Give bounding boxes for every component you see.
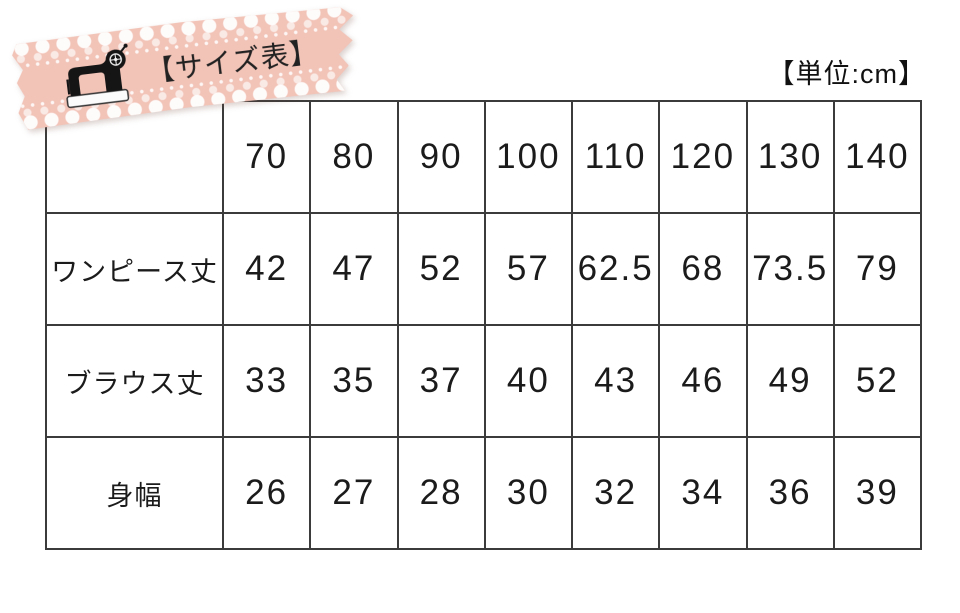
title-ribbon: 【サイズ表】 xyxy=(10,1,362,130)
size-value-cell: 28 xyxy=(396,436,486,550)
table-row-blouse-length: ブラウス丈 33 35 37 40 43 46 49 52 xyxy=(45,324,923,438)
size-value-cell: 40 xyxy=(483,324,574,438)
size-value-cell: 73.5 xyxy=(745,212,835,326)
size-value-cell: 79 xyxy=(832,212,923,326)
size-value-cell: 57 xyxy=(483,212,574,326)
size-column-header: 140 xyxy=(832,100,923,214)
size-column-header: 120 xyxy=(658,100,748,214)
table-header-row: 70 80 90 100 110 120 130 140 xyxy=(45,100,923,214)
size-value-cell: 43 xyxy=(570,324,661,438)
page-title: 【サイズ表】 xyxy=(144,35,321,88)
measure-row-label: ブラウス丈 xyxy=(45,324,224,438)
size-value-cell: 39 xyxy=(832,436,923,550)
size-value-cell: 34 xyxy=(658,436,748,550)
measure-row-label: ワンピース丈 xyxy=(45,212,224,326)
size-value-cell: 47 xyxy=(309,212,399,326)
size-value-cell: 49 xyxy=(745,324,835,438)
size-column-header: 70 xyxy=(221,100,312,214)
table-row-onepiece-length: ワンピース丈 42 47 52 57 62.5 68 73.5 79 xyxy=(45,212,923,326)
size-value-cell: 26 xyxy=(221,436,312,550)
size-value-cell: 42 xyxy=(221,212,312,326)
measure-row-label: 身幅 xyxy=(45,436,224,550)
size-column-header: 130 xyxy=(745,100,835,214)
size-value-cell: 36 xyxy=(745,436,835,550)
size-value-cell: 33 xyxy=(221,324,312,438)
sewing-machine-icon xyxy=(57,42,136,112)
size-value-cell: 27 xyxy=(309,436,399,550)
size-column-header: 100 xyxy=(483,100,574,214)
unit-label: 【単位:cm】 xyxy=(767,59,926,89)
size-value-cell: 52 xyxy=(832,324,923,438)
size-value-cell: 37 xyxy=(396,324,486,438)
size-column-header: 80 xyxy=(309,100,399,214)
table-row-body-width: 身幅 26 27 28 30 32 34 36 39 xyxy=(45,436,923,550)
size-value-cell: 32 xyxy=(570,436,661,550)
size-column-header: 110 xyxy=(570,100,661,214)
size-value-cell: 52 xyxy=(396,212,486,326)
size-table: 70 80 90 100 110 120 130 140 ワンピース丈 42 4… xyxy=(45,100,923,550)
size-value-cell: 46 xyxy=(658,324,748,438)
size-value-cell: 30 xyxy=(483,436,574,550)
size-value-cell: 35 xyxy=(309,324,399,438)
size-value-cell: 62.5 xyxy=(570,212,661,326)
size-column-header: 90 xyxy=(396,100,486,214)
size-value-cell: 68 xyxy=(658,212,748,326)
ribbon-lace-background: 【サイズ表】 xyxy=(10,1,362,130)
